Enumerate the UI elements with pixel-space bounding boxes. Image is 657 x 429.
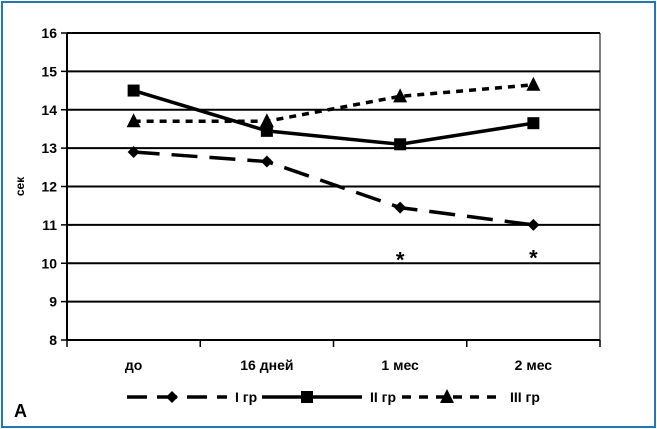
- significance-marker-0: *: [396, 248, 405, 273]
- series-3-point-1: [259, 113, 274, 128]
- series-line-3: [133, 83, 534, 124]
- legend-marker-1: [166, 391, 178, 403]
- legend-marker-3: [440, 389, 454, 403]
- series-1-point-3: [527, 218, 540, 231]
- legend-label-3: III гр: [510, 389, 540, 405]
- series-2-point-0: [127, 84, 140, 97]
- y-tick-label-8: 8: [49, 332, 57, 348]
- y-axis-label: сек: [13, 176, 27, 196]
- x-tick-label-2: 1 мес: [381, 357, 419, 373]
- y-tick-label-13: 13: [41, 140, 57, 156]
- series-line-2: [133, 88, 534, 147]
- y-tick-label-10: 10: [41, 255, 57, 271]
- series-2-point-2: [394, 138, 407, 151]
- y-tick-label-11: 11: [42, 217, 57, 233]
- series-1-point-1: [260, 155, 273, 168]
- series-1-point-0: [127, 145, 140, 158]
- series-line-1: [133, 150, 534, 227]
- legend-label-1: I гр: [235, 389, 257, 405]
- y-tick-label-15: 15: [41, 63, 57, 79]
- significance-marker-1: *: [529, 246, 538, 271]
- y-tick-label-14: 14: [41, 102, 57, 118]
- series-2-point-1: [260, 124, 273, 137]
- y-tick-label-12: 12: [41, 179, 57, 195]
- legend-label-2: II гр: [370, 389, 396, 405]
- x-tick-label-1: 16 дней: [240, 357, 293, 373]
- panel-label: А: [14, 401, 27, 421]
- series-2-point-3: [527, 117, 540, 130]
- x-tick-label-0: до: [125, 357, 142, 373]
- series-1-point-2: [394, 201, 407, 214]
- y-tick-label-16: 16: [41, 25, 57, 41]
- x-tick-label-3: 2 мес: [515, 357, 553, 373]
- series-3-point-2: [393, 88, 408, 103]
- y-tick-label-9: 9: [49, 294, 57, 310]
- series-3-point-3: [526, 76, 541, 91]
- series-3-point-0: [126, 113, 141, 128]
- legend-marker-2: [301, 391, 313, 403]
